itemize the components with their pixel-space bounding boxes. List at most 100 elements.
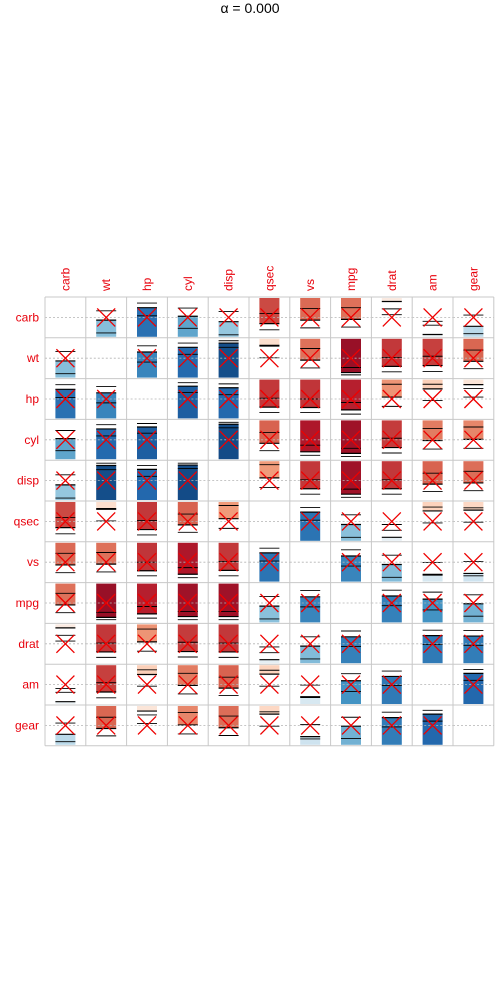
cross-mark <box>219 307 239 327</box>
bar-am-qsec <box>259 665 280 675</box>
bar-drat-qsec <box>259 659 280 664</box>
bar-cyl-hp <box>137 426 157 460</box>
column-label-am: am <box>426 274 440 291</box>
cross-mark <box>382 389 402 409</box>
cross-mark <box>137 307 157 327</box>
cross-mark <box>423 552 443 572</box>
cross-mark <box>259 430 279 450</box>
nonsignificant-crosses <box>55 307 483 735</box>
row-label-disp: disp <box>17 474 39 488</box>
cross-mark <box>423 634 443 654</box>
bar-drat-am <box>422 635 443 664</box>
row-label-hp: hp <box>26 392 40 406</box>
cross-mark <box>341 389 361 409</box>
bar-disp-carb <box>55 484 76 500</box>
bar-mpg-gear <box>463 603 484 623</box>
cross-mark <box>382 430 402 450</box>
column-label-carb: carb <box>58 267 72 291</box>
bar-vs-am <box>422 575 443 582</box>
bar-qsec-cyl <box>177 502 198 525</box>
cross-mark <box>382 593 402 613</box>
bar-qsec-wt <box>96 502 117 509</box>
cross-mark <box>96 307 116 327</box>
column-label-cyl: cyl <box>181 276 195 291</box>
bar-gear-hp <box>137 706 157 712</box>
column-label-hp: hp <box>140 277 154 291</box>
bar-gear-disp <box>218 706 239 728</box>
bar-gear-cyl <box>177 706 198 726</box>
cross-mark <box>96 715 116 735</box>
row-label-vs: vs <box>27 555 39 569</box>
cross-mark <box>178 348 198 368</box>
bar-cyl-disp <box>218 424 239 460</box>
row-label-am: am <box>22 678 39 692</box>
bar-am-carb <box>55 701 76 704</box>
column-label-mpg: mpg <box>344 268 358 291</box>
cross-mark <box>423 389 443 409</box>
cross-mark <box>96 552 116 572</box>
bar-disp-drat <box>381 461 402 489</box>
cross-mark <box>219 389 239 409</box>
cross-mark <box>219 675 239 695</box>
column-label-gear: gear <box>466 267 480 291</box>
bar-wt-am <box>422 338 443 366</box>
bar-cyl-am <box>422 420 443 441</box>
row-label-gear: gear <box>15 718 39 732</box>
cross-mark <box>55 471 75 491</box>
row-label-wt: wt <box>26 351 40 365</box>
bar-hp-cyl <box>177 386 198 419</box>
bar-gear-vs <box>300 736 321 745</box>
column-label-qsec: qsec <box>262 266 276 291</box>
cross-mark <box>341 675 361 695</box>
bar-cyl-carb <box>55 438 76 460</box>
cross-mark <box>96 634 116 654</box>
bar-vs-drat <box>381 564 402 582</box>
cross-mark <box>341 511 361 531</box>
bar-wt-vs <box>300 338 321 361</box>
bar-qsec-hp <box>137 502 157 530</box>
bar-drat-vs <box>300 646 321 664</box>
bar-am-cyl <box>177 665 198 686</box>
cross-mark <box>463 389 483 409</box>
bar-drat-carb <box>55 624 76 628</box>
cross-mark <box>382 307 402 327</box>
bar-hp-carb <box>55 389 76 419</box>
bar-disp-cyl <box>177 465 198 500</box>
cross-mark <box>300 634 320 654</box>
bar-vs-carb <box>55 542 76 565</box>
bar-mpg-am <box>422 599 443 623</box>
cross-mark <box>463 634 483 654</box>
cross-mark <box>178 715 198 735</box>
cross-mark <box>423 430 443 450</box>
column-label-wt: wt <box>99 278 113 292</box>
cross-mark <box>463 675 483 695</box>
bar-carb-mpg <box>341 298 361 320</box>
cross-mark <box>259 675 279 695</box>
cross-mark <box>55 675 75 695</box>
bar-disp-vs <box>300 461 321 489</box>
cross-mark <box>178 471 198 491</box>
bar-drat-hp <box>137 624 157 642</box>
cross-mark <box>96 511 116 531</box>
cross-mark <box>96 430 116 450</box>
cross-mark <box>219 715 239 735</box>
bar-vs-wt <box>96 542 117 565</box>
bar-disp-am <box>422 461 443 485</box>
cross-mark <box>259 552 279 572</box>
bar-disp-gear <box>463 461 484 483</box>
cross-mark <box>219 348 239 368</box>
cross-mark <box>300 430 320 450</box>
bar-am-wt <box>96 665 117 692</box>
bar-drat-cyl <box>177 624 198 652</box>
bar-qsec-mpg <box>341 524 361 541</box>
cross-mark <box>423 307 443 327</box>
cross-mark <box>463 552 483 572</box>
cross-mark <box>463 430 483 450</box>
cross-mark <box>96 675 116 695</box>
cross-mark <box>178 552 198 572</box>
cross-mark <box>96 389 116 409</box>
cross-mark <box>300 471 320 491</box>
bar-drat-gear <box>463 636 484 664</box>
bar-qsec-vs <box>300 512 321 541</box>
